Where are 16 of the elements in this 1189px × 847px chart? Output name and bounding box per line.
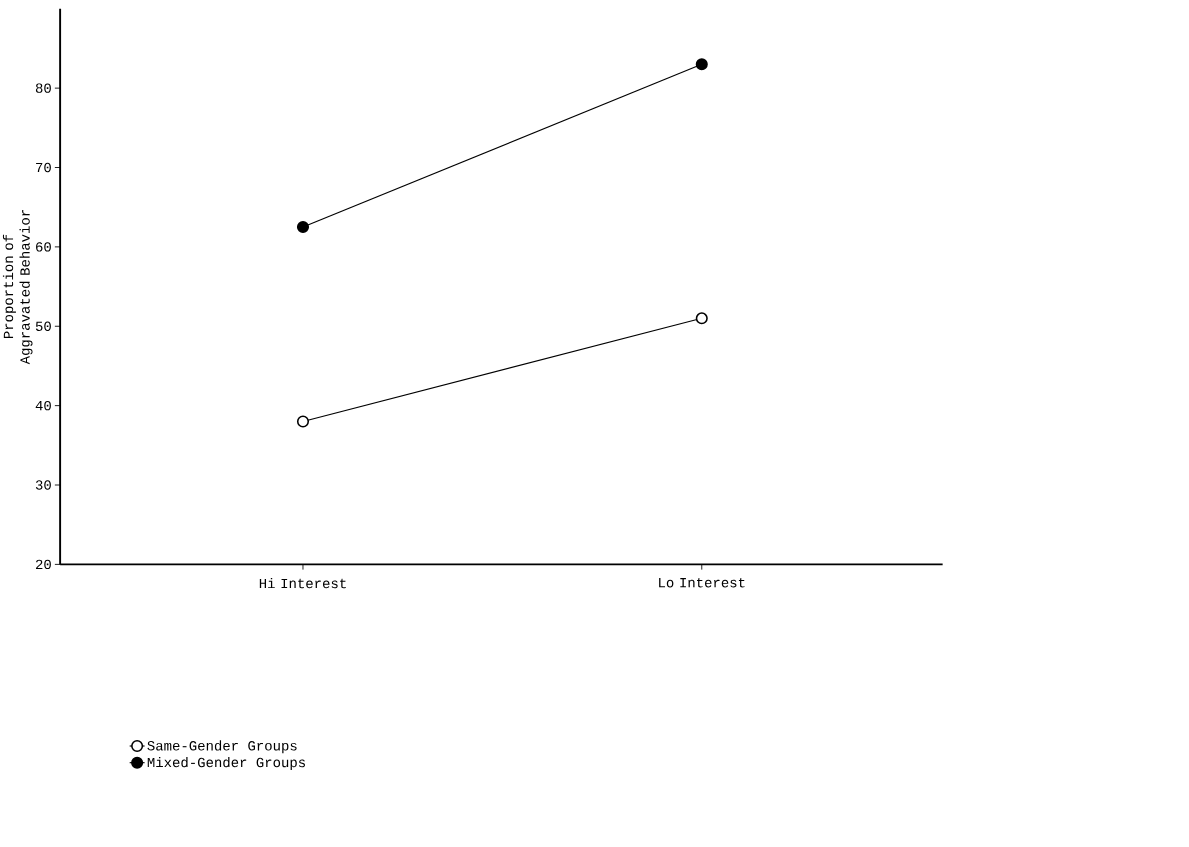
legend-label: Same-Gender Groups xyxy=(147,740,297,754)
y-tick-label: 40 xyxy=(35,401,51,411)
legend-label: Mixed-Gender Groups xyxy=(147,757,305,771)
y-tick-label: 20 xyxy=(36,559,51,570)
point xyxy=(296,415,310,428)
x-tick-label: Lo Interest xyxy=(659,578,745,588)
point xyxy=(296,221,310,234)
point xyxy=(695,312,708,325)
y-axis-title: Proportion of Aggravated Behavior xyxy=(2,210,33,365)
x-tick-label: Hi Interest xyxy=(259,578,346,589)
y-tick-label: 70 xyxy=(36,162,51,173)
point xyxy=(695,58,708,71)
y-tick-label: 60 xyxy=(36,242,51,252)
y-tick-label: 50 xyxy=(35,321,51,332)
y-tick-label: 80 xyxy=(35,83,51,94)
y-tick-label: 30 xyxy=(35,480,51,490)
